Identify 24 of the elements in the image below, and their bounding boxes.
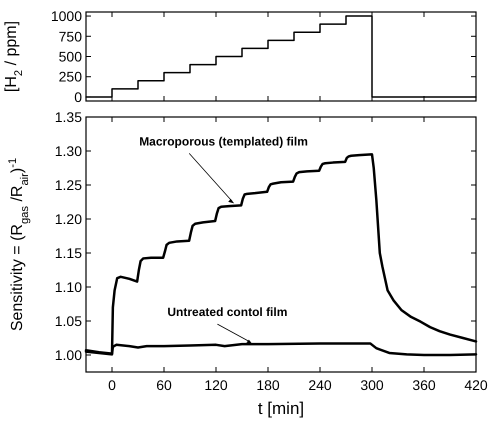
- y-tick-label: 1.00: [54, 347, 82, 363]
- x-tick-label: 120: [204, 377, 228, 393]
- annotation: Untreated contol film: [167, 305, 288, 320]
- y-tick-label: 750: [58, 28, 82, 44]
- x-tick-label: 180: [256, 377, 280, 393]
- x-axis-title: t [min]: [258, 399, 304, 418]
- y-tick-label: 1.15: [54, 245, 82, 261]
- y-tick-label: 500: [58, 48, 82, 64]
- y-tick-label: 1.20: [54, 211, 82, 227]
- y-tick-label: 1.25: [54, 177, 82, 193]
- annotation: Macroporous (templated) film: [139, 134, 308, 148]
- y-tick-label: 0: [74, 88, 82, 105]
- y-tick-label: 1.05: [54, 313, 82, 329]
- y-tick-label: 1.35: [54, 109, 82, 125]
- x-tick-label: 0: [108, 377, 116, 393]
- x-tick-label: 60: [156, 377, 172, 393]
- x-tick-label: 420: [464, 377, 488, 393]
- y-tick-label: 1.10: [54, 279, 82, 295]
- y-tick-label: 250: [58, 68, 82, 85]
- y-tick-label: 1.30: [54, 143, 82, 159]
- x-tick-label: 300: [360, 377, 384, 393]
- x-tick-label: 360: [412, 377, 436, 393]
- y-tick-label: 1000: [50, 8, 82, 24]
- x-tick-label: 240: [308, 377, 332, 393]
